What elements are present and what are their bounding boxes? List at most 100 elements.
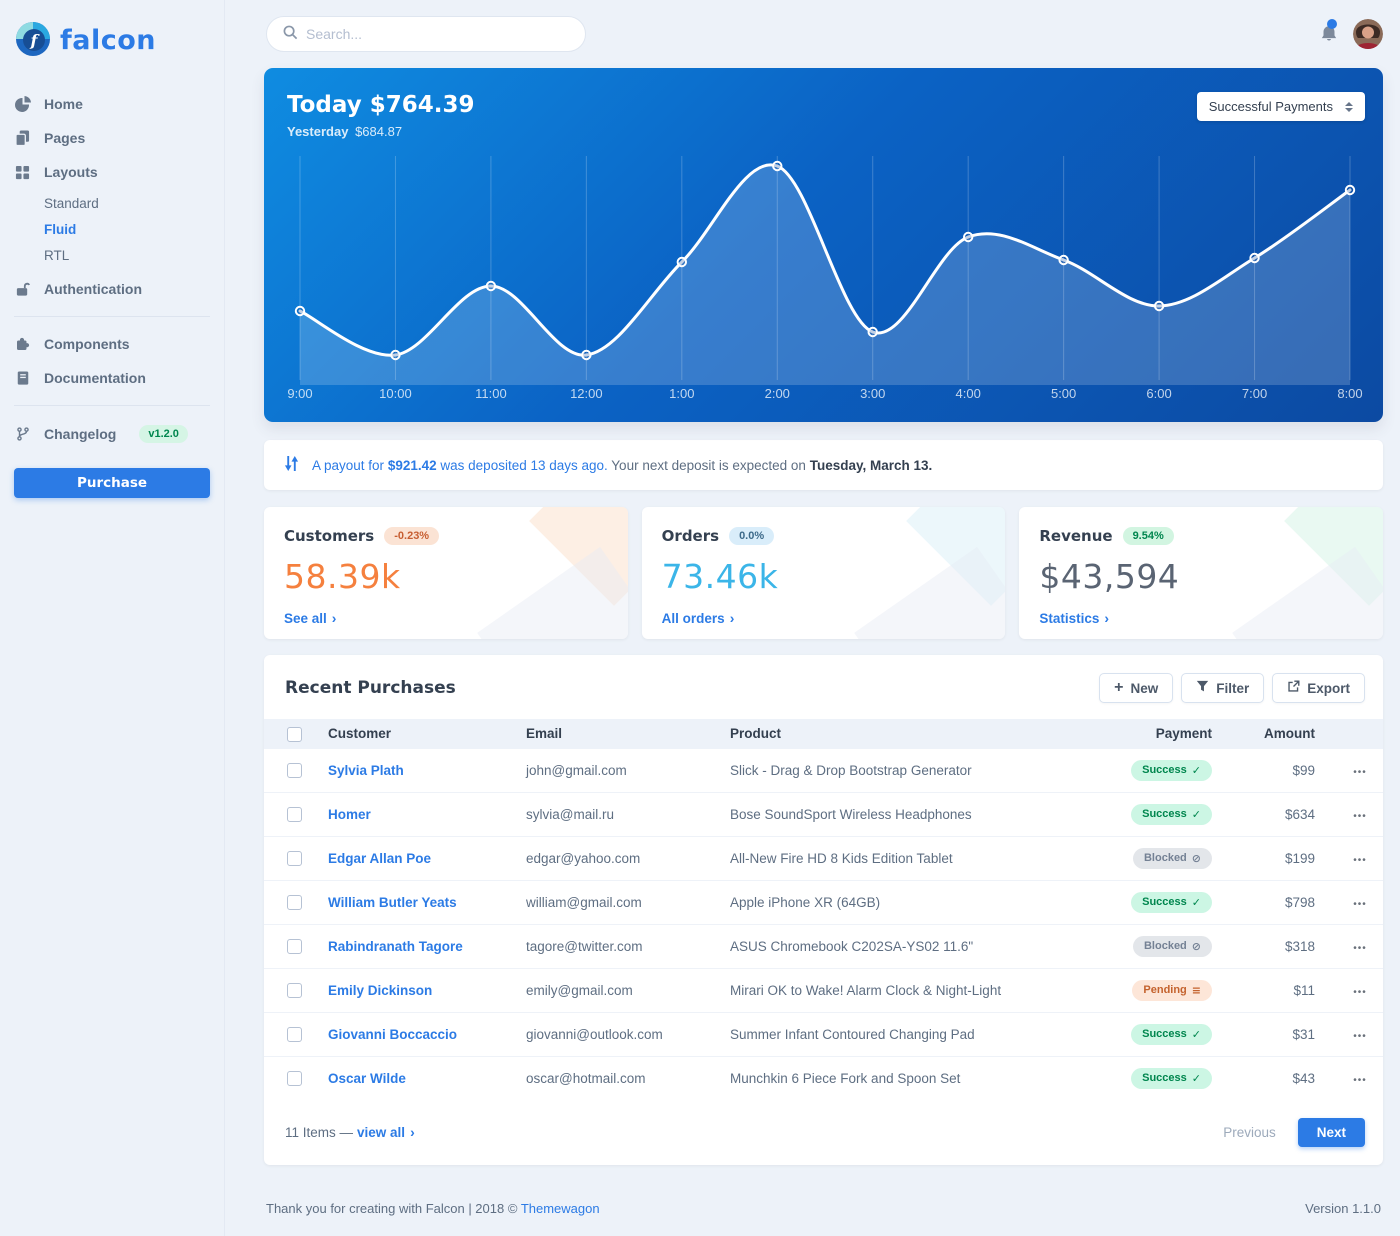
puzzle-icon <box>14 336 31 352</box>
chart-x-label: 11:00 <box>475 386 507 401</box>
filter-button[interactable]: Filter <box>1181 673 1265 703</box>
chart-point <box>581 349 592 361</box>
amount-cell: $634 <box>1242 791 1337 837</box>
table-title: Recent Purchases <box>285 678 456 698</box>
view-all-link[interactable]: view all <box>357 1125 415 1140</box>
row-checkbox[interactable] <box>287 983 302 999</box>
row-checkbox[interactable] <box>287 1027 302 1043</box>
customer-link[interactable]: Edgar Allan Poe <box>328 850 432 866</box>
chart-title-value: $764.39 <box>369 92 475 118</box>
footer-credit: Thank you for creating with Falcon | 201… <box>266 1200 600 1216</box>
row-checkbox[interactable] <box>287 807 302 823</box>
row-actions-button[interactable] <box>1347 805 1373 824</box>
customer-link[interactable]: Homer <box>328 806 371 822</box>
table-row: Oscar Wilde oscar@hotmail.com Munchkin 6 P… <box>264 1055 1383 1100</box>
payment-status-badge: Success ✓ <box>1131 1023 1212 1045</box>
customer-link[interactable]: Giovanni Boccaccio <box>328 1026 458 1042</box>
avatar[interactable] <box>1353 19 1383 49</box>
notification-dot <box>1327 19 1337 29</box>
new-button[interactable]: New <box>1099 673 1174 703</box>
row-actions-button[interactable] <box>1347 849 1373 868</box>
sidebar-item-layouts[interactable]: Layouts <box>14 155 210 189</box>
stream-icon: ≡ <box>1191 983 1201 997</box>
stats-row: Customers -0.23% 58.39k See all Orders 0… <box>264 507 1384 639</box>
row-actions-button[interactable] <box>1347 893 1373 912</box>
sidebar-item-standard[interactable]: Standard <box>44 195 99 211</box>
col-header-actions <box>1337 719 1383 749</box>
sidebar-divider <box>14 316 210 317</box>
sidebar-item-home[interactable]: Home <box>14 87 210 121</box>
stat-value: 58.39k <box>284 557 401 596</box>
footer-version: Version 1.1.0 <box>1305 1200 1381 1216</box>
sidebar-item-rtl[interactable]: RTL <box>44 247 70 263</box>
stat-title: Orders <box>661 527 720 545</box>
row-actions-button[interactable] <box>1347 937 1373 956</box>
check-icon: ✓ <box>1191 895 1201 909</box>
sidebar-item-label: Changelog <box>44 426 117 442</box>
sidebar-item-label: Home <box>44 96 83 112</box>
payout-link[interactable]: A payout for $921.42 was deposited 13 da… <box>312 457 608 473</box>
product-cell: All-New Fire HD 8 Kids Edition Tablet <box>722 835 1122 881</box>
search-input[interactable] <box>306 26 569 42</box>
ban-icon: ⊘ <box>1191 851 1201 865</box>
payments-chart-card: 9:00 10:00 11:00 12:00 1:00 2:00 3:00 4:00 5:00 6… <box>264 68 1383 422</box>
select-all-checkbox[interactable] <box>287 726 302 742</box>
col-header-email: Email <box>518 719 722 749</box>
notifications-bell-icon[interactable] <box>1318 19 1340 45</box>
email-cell: sylvia@mail.ru <box>518 791 722 837</box>
payments-filter-select[interactable]: Successful Payments <box>1196 92 1365 121</box>
see-all-link[interactable]: See all <box>284 610 336 626</box>
table-row: Homer sylvia@mail.ru Bose SoundSport Wirel… <box>264 791 1383 837</box>
customer-link[interactable]: Rabindranath Tagore <box>328 938 463 954</box>
table-row: Sylvia Plath john@gmail.com Slick - Drag &… <box>264 749 1383 793</box>
product-cell: Summer Infant Contoured Changing Pad <box>722 1011 1122 1057</box>
row-checkbox[interactable] <box>287 1071 302 1087</box>
sidebar-item-documentation[interactable]: Documentation <box>14 361 210 395</box>
chart-point <box>962 231 974 243</box>
payment-status-badge: Success ✓ <box>1131 803 1212 825</box>
export-button[interactable]: Export <box>1272 673 1365 703</box>
row-checkbox[interactable] <box>287 763 302 779</box>
row-actions-button[interactable] <box>1347 981 1373 1000</box>
check-icon: ✓ <box>1191 1027 1201 1041</box>
row-checkbox[interactable] <box>287 939 302 955</box>
sidebar-item-pages[interactable]: Pages <box>14 121 210 155</box>
email-cell: john@gmail.com <box>526 762 627 778</box>
purchases-table: Customer Email Product Payment Amount Sy… <box>264 719 1383 1100</box>
layouts-submenu: Standard Fluid RTL <box>14 190 210 268</box>
amount-cell: $31 <box>1242 1011 1337 1057</box>
book-icon <box>14 370 31 386</box>
payment-status-badge: Blocked ⊘ <box>1132 935 1212 957</box>
statistics-link[interactable]: Statistics <box>1039 610 1109 626</box>
sidebar-item-authentication[interactable]: Authentication <box>14 272 210 306</box>
chart-point <box>772 160 783 172</box>
next-button[interactable]: Next <box>1297 1117 1365 1147</box>
sidebar-item-components[interactable]: Components <box>14 327 210 361</box>
purchase-button[interactable]: Purchase <box>14 468 210 498</box>
sidebar-item-changelog[interactable]: Changelog v1.2.0 <box>14 416 210 452</box>
row-actions-button[interactable] <box>1347 1069 1373 1088</box>
themewagon-link[interactable]: Themewagon <box>520 1200 600 1216</box>
customer-link[interactable]: Emily Dickinson <box>328 982 433 998</box>
payout-banner: A payout for $921.42 was deposited 13 da… <box>264 440 1383 490</box>
row-actions-button[interactable] <box>1347 761 1373 780</box>
sidebar-item-fluid[interactable]: Fluid <box>44 221 77 237</box>
amount-cell: $11 <box>1242 967 1337 1013</box>
previous-button[interactable]: Previous <box>1223 1124 1276 1140</box>
export-icon <box>1287 680 1300 696</box>
all-orders-link[interactable]: All orders <box>662 610 735 626</box>
customer-link[interactable]: Oscar Wilde <box>328 1070 406 1086</box>
chart-heading: Today $764.39 Yesterday $684.87 <box>287 92 475 139</box>
amount-cell: $199 <box>1242 835 1337 881</box>
customer-link[interactable]: William Butler Yeats <box>328 894 457 910</box>
falcon-logo[interactable]: f falcon <box>14 20 210 61</box>
row-checkbox[interactable] <box>287 895 302 911</box>
chart-point <box>867 326 878 338</box>
customer-link[interactable]: Sylvia Plath <box>328 762 404 778</box>
row-checkbox[interactable] <box>287 851 302 867</box>
check-icon: ✓ <box>1191 763 1201 777</box>
row-actions-button[interactable] <box>1347 1025 1373 1044</box>
search-box[interactable] <box>266 16 586 52</box>
chart-subtitle-value: $684.87 <box>355 124 403 139</box>
svg-text:f: f <box>30 31 41 50</box>
